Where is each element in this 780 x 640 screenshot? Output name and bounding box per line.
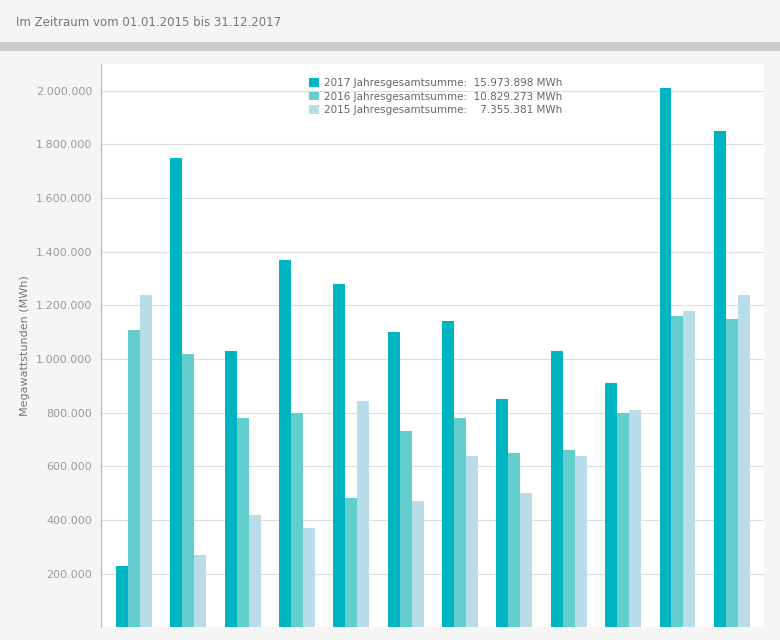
Bar (249, 515, 261, 627)
Text: Im Zeitraum vom 01.01.2015 bis 31.12.2017: Im Zeitraum vom 01.01.2015 bis 31.12.201… (16, 16, 281, 29)
Bar (279, 260, 291, 627)
Bar (466, 456, 478, 627)
Bar (303, 528, 315, 627)
Bar (660, 88, 672, 627)
Bar (442, 321, 454, 627)
Legend: 2017 Jahresgesamtsumme:  15.973.898 MWh, 2016 Jahresgesamtsumme:  10.829.273 MWh: 2017 Jahresgesamtsumme: 15.973.898 MWh, … (306, 75, 566, 118)
Bar (388, 332, 400, 627)
Bar (170, 158, 183, 627)
Bar (551, 351, 563, 627)
Y-axis label: Megawattstunden (MWh): Megawattstunden (MWh) (20, 275, 30, 416)
Bar (672, 316, 683, 627)
Bar (563, 450, 575, 627)
Bar (454, 418, 466, 627)
Bar (291, 413, 303, 627)
Bar (140, 294, 152, 627)
Bar (116, 566, 128, 627)
Bar (334, 284, 346, 627)
Bar (236, 418, 249, 627)
Bar (683, 311, 696, 627)
Bar (346, 499, 357, 627)
Bar (497, 399, 509, 627)
Bar (629, 410, 641, 627)
Bar (575, 456, 587, 627)
Bar (617, 413, 629, 627)
Bar (714, 131, 726, 627)
Bar (738, 294, 750, 627)
Bar (357, 401, 369, 627)
Bar (183, 354, 194, 627)
Bar (400, 431, 412, 627)
Bar (225, 351, 236, 627)
Bar (412, 501, 424, 627)
Bar (128, 330, 140, 627)
Bar (520, 493, 532, 627)
Bar (605, 383, 617, 627)
Bar (194, 555, 206, 627)
Bar (509, 453, 520, 627)
Bar (726, 319, 738, 627)
